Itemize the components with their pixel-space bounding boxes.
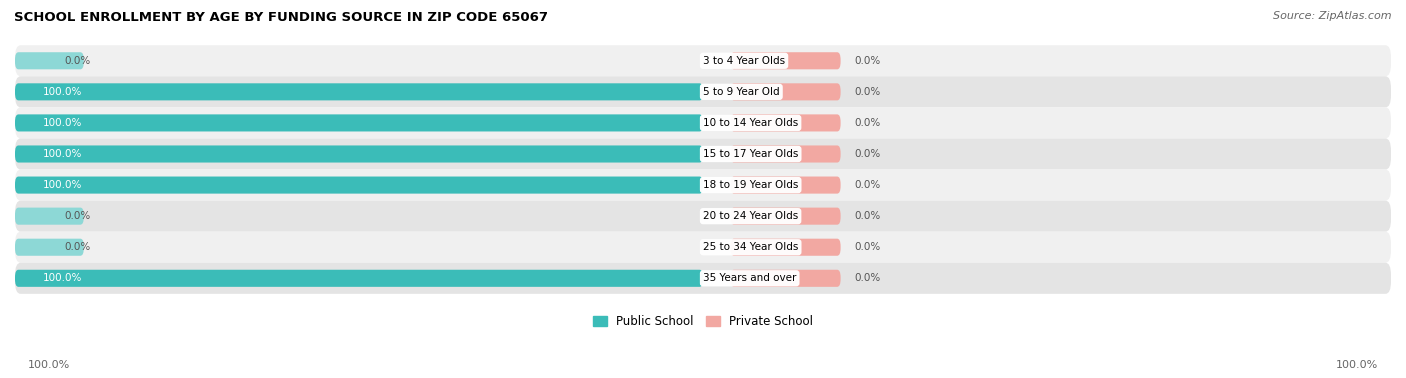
FancyBboxPatch shape: [15, 146, 703, 163]
FancyBboxPatch shape: [15, 270, 703, 287]
Text: 100.0%: 100.0%: [28, 361, 70, 370]
FancyBboxPatch shape: [731, 146, 841, 163]
Text: 100.0%: 100.0%: [42, 273, 82, 283]
Text: 20 to 24 Year Olds: 20 to 24 Year Olds: [703, 211, 799, 221]
FancyBboxPatch shape: [731, 270, 841, 287]
Text: 0.0%: 0.0%: [855, 87, 880, 97]
Text: 5 to 9 Year Old: 5 to 9 Year Old: [703, 87, 779, 97]
Text: 100.0%: 100.0%: [42, 149, 82, 159]
Text: 0.0%: 0.0%: [855, 273, 880, 283]
FancyBboxPatch shape: [731, 239, 841, 256]
Text: 3 to 4 Year Olds: 3 to 4 Year Olds: [703, 56, 785, 66]
FancyBboxPatch shape: [15, 45, 1391, 76]
Text: 100.0%: 100.0%: [42, 118, 82, 128]
Text: 100.0%: 100.0%: [42, 87, 82, 97]
Text: Source: ZipAtlas.com: Source: ZipAtlas.com: [1274, 11, 1392, 21]
Text: 0.0%: 0.0%: [65, 56, 90, 66]
Text: 0.0%: 0.0%: [855, 211, 880, 221]
FancyBboxPatch shape: [15, 107, 1391, 138]
Text: SCHOOL ENROLLMENT BY AGE BY FUNDING SOURCE IN ZIP CODE 65067: SCHOOL ENROLLMENT BY AGE BY FUNDING SOUR…: [14, 11, 548, 24]
FancyBboxPatch shape: [15, 52, 84, 69]
FancyBboxPatch shape: [15, 138, 1391, 170]
FancyBboxPatch shape: [731, 208, 841, 225]
FancyBboxPatch shape: [15, 239, 84, 256]
FancyBboxPatch shape: [15, 232, 1391, 263]
FancyBboxPatch shape: [15, 208, 84, 225]
FancyBboxPatch shape: [731, 177, 841, 194]
FancyBboxPatch shape: [15, 170, 1391, 201]
Text: 0.0%: 0.0%: [65, 242, 90, 252]
FancyBboxPatch shape: [15, 115, 703, 132]
Text: 100.0%: 100.0%: [42, 180, 82, 190]
Text: 0.0%: 0.0%: [855, 180, 880, 190]
Text: 18 to 19 Year Olds: 18 to 19 Year Olds: [703, 180, 799, 190]
FancyBboxPatch shape: [731, 115, 841, 132]
Text: 25 to 34 Year Olds: 25 to 34 Year Olds: [703, 242, 799, 252]
Text: 0.0%: 0.0%: [65, 211, 90, 221]
FancyBboxPatch shape: [731, 83, 841, 101]
Text: 10 to 14 Year Olds: 10 to 14 Year Olds: [703, 118, 799, 128]
Text: 0.0%: 0.0%: [855, 118, 880, 128]
FancyBboxPatch shape: [15, 177, 703, 194]
Text: 0.0%: 0.0%: [855, 242, 880, 252]
Text: 100.0%: 100.0%: [1336, 361, 1378, 370]
FancyBboxPatch shape: [15, 263, 1391, 294]
Legend: Public School, Private School: Public School, Private School: [588, 310, 818, 333]
Text: 0.0%: 0.0%: [855, 56, 880, 66]
Text: 0.0%: 0.0%: [855, 149, 880, 159]
Text: 15 to 17 Year Olds: 15 to 17 Year Olds: [703, 149, 799, 159]
FancyBboxPatch shape: [15, 201, 1391, 232]
Text: 35 Years and over: 35 Years and over: [703, 273, 796, 283]
FancyBboxPatch shape: [731, 52, 841, 69]
FancyBboxPatch shape: [15, 83, 703, 101]
FancyBboxPatch shape: [15, 76, 1391, 107]
